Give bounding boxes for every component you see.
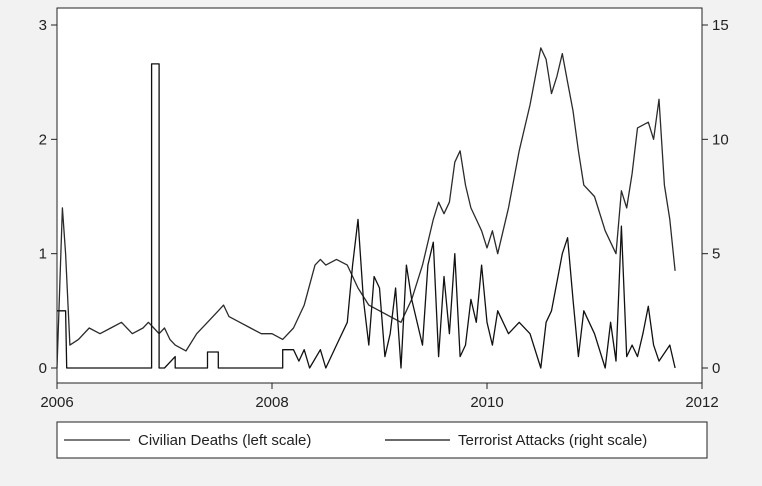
left-axis-tick-label: 3: [39, 17, 47, 34]
axes-layer: 0 1 2 3 0 5 10 15 2006 2008 2010 2012: [39, 17, 729, 411]
right-axis-tick-label: 10: [712, 131, 729, 148]
right-axis-tick-label: 15: [712, 17, 729, 34]
right-axis-tick-label: 0: [712, 360, 720, 377]
legend-box: [56, 421, 708, 459]
legend-label-civilian-deaths: Civilian Deaths (left scale): [138, 432, 311, 449]
plot-area: [56, 7, 703, 384]
legend-label-terrorist-attacks: Terrorist Attacks (right scale): [458, 432, 647, 449]
left-axis-tick-label: 1: [39, 246, 47, 263]
series-line-terrorist-attacks: [57, 63, 676, 369]
x-axis-tick-label: 2006: [40, 394, 73, 411]
x-axis-tick-label: 2010: [470, 394, 503, 411]
x-axis-tick-label: 2008: [255, 394, 288, 411]
right-axis-tick-label: 5: [712, 246, 720, 263]
x-axis-tick-label: 2012: [685, 394, 718, 411]
legend: Civilian Deaths (left scale) Terrorist A…: [56, 421, 708, 459]
left-axis-tick-label: 2: [39, 131, 47, 148]
series-line-civilian-deaths: [56, 47, 676, 369]
series-layer: [56, 47, 676, 369]
left-axis-tick-label: 0: [39, 360, 47, 377]
